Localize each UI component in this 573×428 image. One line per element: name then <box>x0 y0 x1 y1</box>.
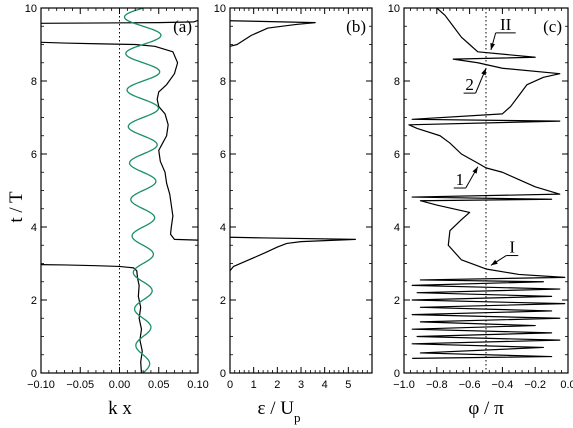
y-tick-label: 10 <box>388 3 400 15</box>
series-line-0 <box>408 8 566 359</box>
series-group <box>408 8 566 359</box>
series-line-1 <box>41 41 198 241</box>
x-tick-label: −1.0 <box>393 379 415 391</box>
x-tick-label: −0.4 <box>492 379 514 391</box>
x-tick-label: 5 <box>345 379 351 391</box>
x-tick-label: 0 <box>227 379 233 391</box>
x-axis-title-a: k x <box>108 398 132 419</box>
y-tick-label: 6 <box>31 149 37 161</box>
y-tick-label: 0 <box>31 368 37 380</box>
series-group <box>230 20 357 272</box>
x-tick-label: 0.05 <box>148 379 169 391</box>
series-group <box>41 8 198 373</box>
series-line-2 <box>41 19 198 24</box>
panel-a: −0.10 −0.05 0.00 0.05 0.10 0 2 4 6 8 10 (a) <box>25 3 209 391</box>
x-tick-label: −0.8 <box>426 379 448 391</box>
y-tick-label: 10 <box>25 3 37 15</box>
x-tick-label: 0.00 <box>109 379 130 391</box>
y-tick-label: 0 <box>220 368 226 380</box>
x-axis-title-b-main: ε / U <box>258 398 295 419</box>
annotation-0: I <box>490 238 519 266</box>
y-tick-label: 2 <box>394 295 400 307</box>
y-tick-label: 0 <box>394 368 400 380</box>
y-axis-title-text: t / T <box>6 191 27 223</box>
panel-label: (a) <box>173 17 192 36</box>
y-tick-label: 4 <box>394 222 400 234</box>
annotation-arrowhead <box>472 166 478 174</box>
panel-label: (b) <box>346 17 366 36</box>
series-line-0 <box>41 263 143 373</box>
y-tick-label: 8 <box>394 76 400 88</box>
annotation-arrowhead <box>481 68 486 76</box>
x-tick-label: −0.10 <box>27 379 55 391</box>
y-tick-label: 2 <box>220 295 226 307</box>
annotation-2: 2 <box>463 68 487 94</box>
plot-frame <box>229 7 373 374</box>
series-line-3 <box>123 8 162 373</box>
series-line-1 <box>230 20 316 47</box>
x-axis-title-b: ε / Up <box>258 398 301 425</box>
y-tick-label: 8 <box>220 76 226 88</box>
annotation-arrowhead <box>490 259 498 266</box>
x-tick-label: 0.0 <box>560 379 573 391</box>
y-tick-label: 10 <box>214 3 226 15</box>
x-tick-label: −0.2 <box>524 379 546 391</box>
y-tick-label: 8 <box>31 76 37 88</box>
x-tick-label: 1 <box>251 379 257 391</box>
y-tick-label: 4 <box>220 222 226 234</box>
panel-label: (c) <box>543 17 562 36</box>
annotation-arrowhead <box>490 42 495 50</box>
series-line-0 <box>230 236 357 272</box>
annotation-label: II <box>500 15 512 34</box>
x-tick-label: −0.05 <box>66 379 94 391</box>
annotation-3: II <box>490 15 516 51</box>
annotation-label: 1 <box>456 170 465 189</box>
panel-c: −1.0 −0.8 −0.6 −0.4 −0.2 0.0 0 2 4 6 8 10 (c) I 1 2 II <box>388 3 573 391</box>
y-tick-label: 6 <box>220 149 226 161</box>
x-tick-label: −0.6 <box>459 379 481 391</box>
x-tick-label: 0.10 <box>187 379 208 391</box>
x-tick-label: 2 <box>274 379 280 391</box>
y-tick-label: 4 <box>31 222 37 234</box>
panel-b: 0 1 2 3 4 5 0 2 4 6 8 10 (b) <box>214 3 373 391</box>
plot-frame <box>40 7 199 374</box>
x-tick-label: 4 <box>322 379 328 391</box>
annotation-label: 2 <box>465 75 474 94</box>
x-axis-title-c: φ / π <box>468 398 504 419</box>
y-tick-label: 2 <box>31 295 37 307</box>
x-axis-title-b-sub: p <box>294 410 301 425</box>
y-tick-label: 6 <box>394 149 400 161</box>
annotation-label: I <box>509 238 515 257</box>
annotation-1: 1 <box>453 166 479 189</box>
x-tick-label: 3 <box>298 379 304 391</box>
y-axis-title: t / T <box>6 191 27 223</box>
